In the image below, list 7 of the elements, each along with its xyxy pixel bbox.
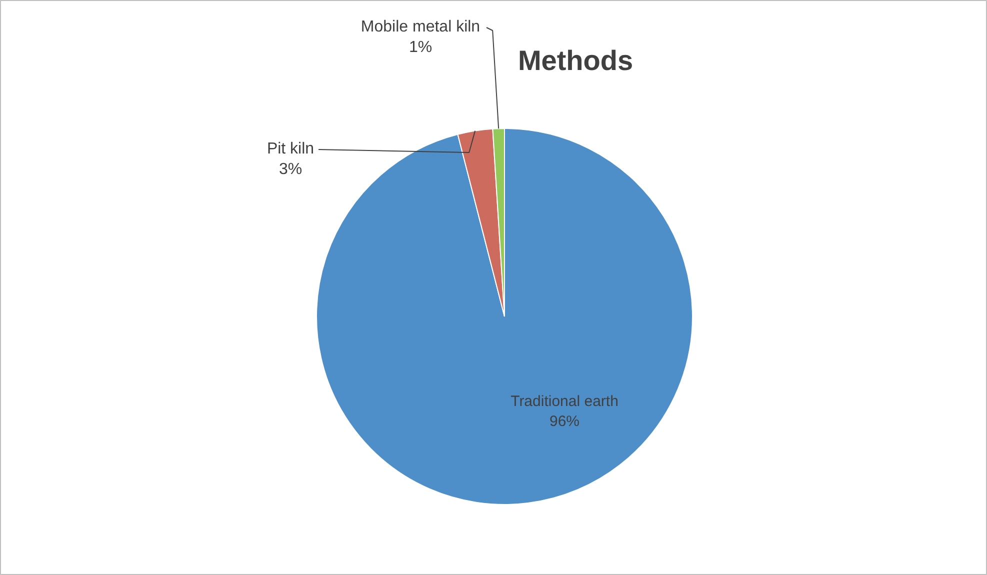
slice-label: Traditional earth xyxy=(510,392,618,410)
data-label: 3% xyxy=(278,160,302,178)
data-label: 96% xyxy=(549,413,580,430)
text: Methods xyxy=(518,45,634,76)
slice-label: Pit kiln xyxy=(266,140,314,158)
slice-label: Mobile metal kiln xyxy=(360,18,480,36)
data-label: 1% xyxy=(408,38,432,56)
